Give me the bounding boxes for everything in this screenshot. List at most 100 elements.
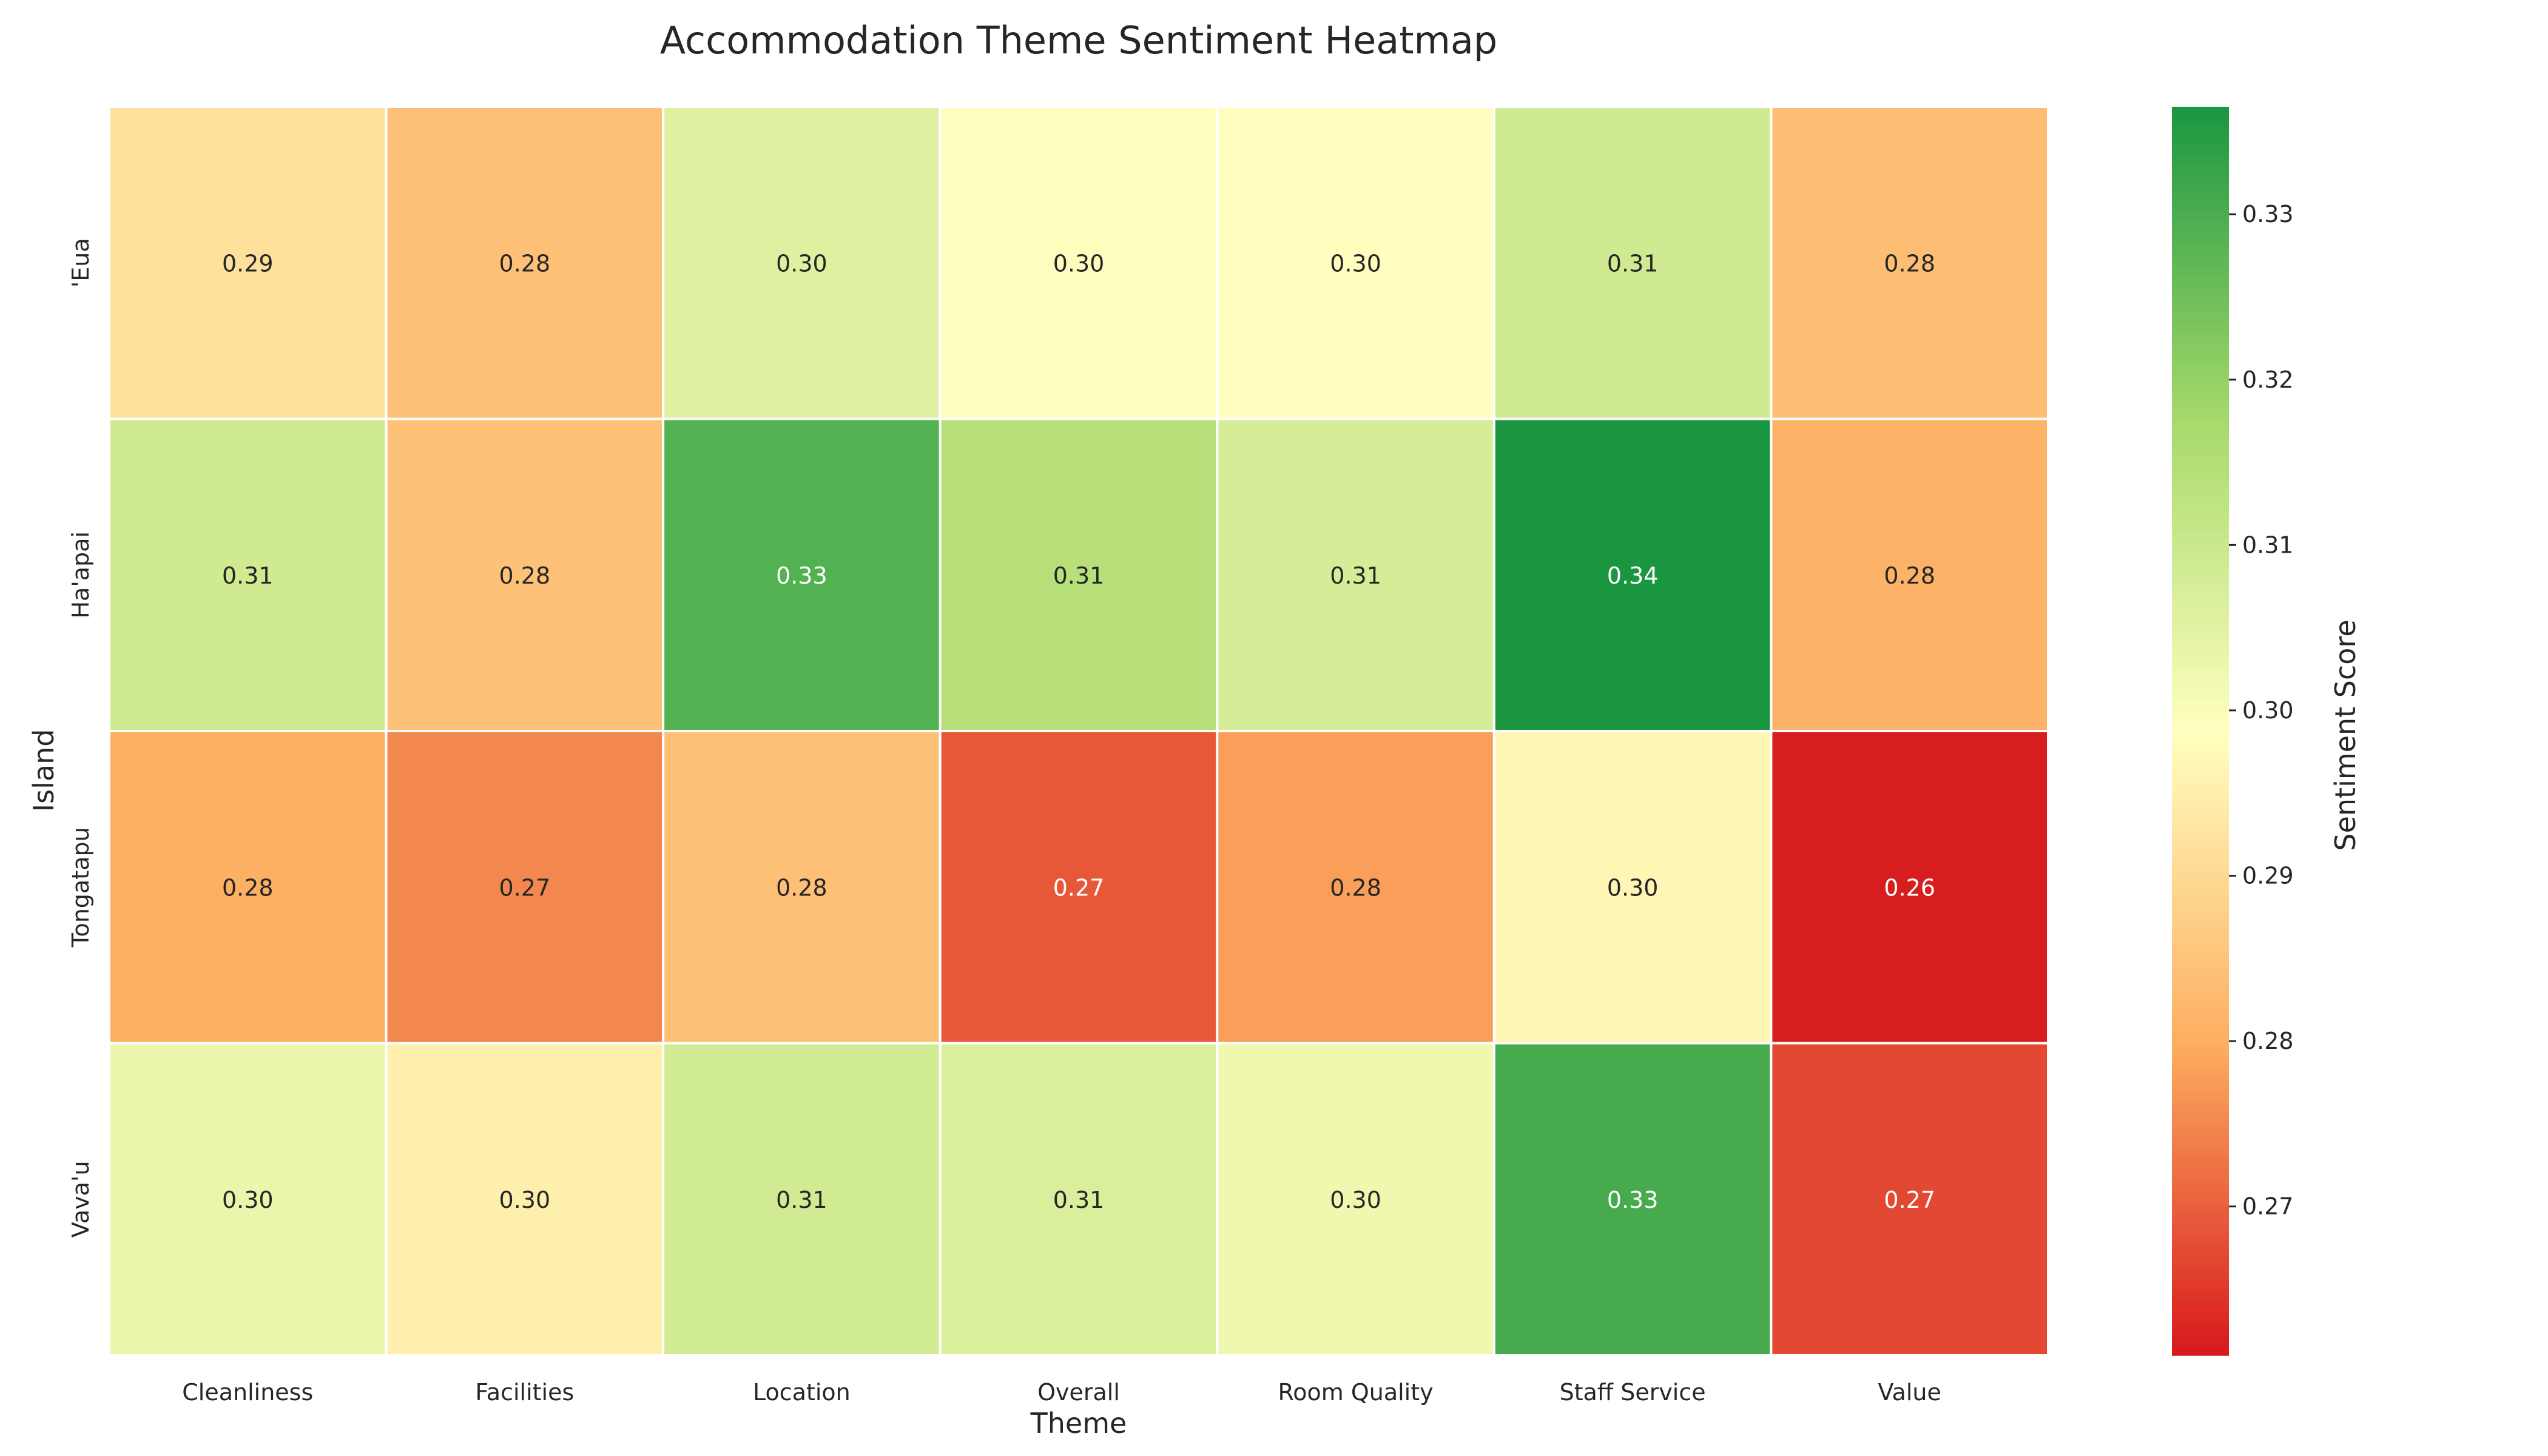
colorbar-segment — [2172, 812, 2229, 819]
heatmap-cell — [662, 106, 942, 420]
colorbar-segment — [2172, 1168, 2229, 1175]
colorbar-segment — [2172, 962, 2229, 969]
colorbar-segment — [2172, 1280, 2229, 1287]
y-tick-label: Tongatapu — [67, 827, 94, 948]
colorbar-segment — [2172, 200, 2229, 207]
colorbar-segment — [2172, 1124, 2229, 1131]
colorbar-segment — [2172, 899, 2229, 906]
colorbar-segment — [2172, 288, 2229, 295]
colorbar-segment — [2172, 1193, 2229, 1200]
colorbar-segment — [2172, 1074, 2229, 1082]
colorbar-segment — [2172, 269, 2229, 276]
colorbar-segment — [2172, 125, 2229, 132]
colorbar-segment — [2172, 599, 2229, 607]
colorbar-segment — [2172, 493, 2229, 501]
colorbar-segment — [2172, 238, 2229, 245]
heatmap-cell — [108, 417, 388, 732]
colorbar-segment — [2172, 1062, 2229, 1069]
colorbar-segment — [2172, 443, 2229, 451]
colorbar-segment — [2172, 1149, 2229, 1156]
colorbar-segment — [2172, 481, 2229, 488]
heatmap-cell — [1770, 417, 2049, 732]
colorbar-segment — [2172, 425, 2229, 432]
colorbar-segment — [2172, 150, 2229, 158]
cell-value-label: 0.30 — [1607, 874, 1659, 901]
colorbar: 0.27 0.28 0.29 0.30 0.31 0.32 0.33 — [2172, 107, 2294, 1356]
colorbar-segment — [2172, 275, 2229, 282]
cell-value-label: 0.26 — [1884, 874, 1935, 901]
colorbar-tick-label: 0.29 — [2242, 863, 2294, 889]
colorbar-segment — [2172, 369, 2229, 376]
colorbar-segment — [2172, 749, 2229, 757]
colorbar-segment — [2172, 375, 2229, 382]
colorbar-segment — [2172, 843, 2229, 851]
cell-value-label: 0.29 — [222, 250, 274, 277]
heatmap-cell — [662, 730, 942, 1045]
x-tick-label: Location — [753, 1379, 851, 1406]
cell-value-label: 0.31 — [1607, 250, 1659, 277]
colorbar-segment — [2172, 512, 2229, 519]
colorbar-segment — [2172, 525, 2229, 532]
colorbar-segment — [2172, 712, 2229, 720]
colorbar-segment — [2172, 437, 2229, 445]
colorbar-segment — [2172, 606, 2229, 613]
heatmap-cell — [1492, 417, 1773, 732]
colorbar-tick-label: 0.31 — [2242, 531, 2294, 558]
colorbar-segment — [2172, 144, 2229, 151]
colorbar-segment — [2172, 824, 2229, 832]
colorbar-segment — [2172, 1024, 2229, 1031]
colorbar-segment — [2172, 1267, 2229, 1275]
chart-title: Accommodation Theme Sentiment Heatmap — [660, 18, 1498, 62]
y-tick-label: Vava'u — [67, 1161, 94, 1238]
colorbar-segment — [2172, 263, 2229, 270]
cell-value-label: 0.27 — [499, 874, 551, 901]
colorbar-segment — [2172, 837, 2229, 844]
colorbar-segment — [2172, 1056, 2229, 1063]
colorbar-segment — [2172, 768, 2229, 775]
y-tick-labels: 'Eua Ha'apai Tongatapu Vava'u — [67, 238, 94, 1238]
y-tick-label: 'Eua — [67, 238, 94, 288]
colorbar-segment — [2172, 706, 2229, 713]
colorbar-segment — [2172, 949, 2229, 957]
x-tick-label: Cleanliness — [182, 1379, 313, 1406]
colorbar-segment — [2172, 675, 2229, 682]
cell-value-label: 0.30 — [1330, 250, 1381, 277]
colorbar-segment — [2172, 300, 2229, 308]
colorbar-segment — [2172, 331, 2229, 339]
colorbar-segment — [2172, 1330, 2229, 1337]
cell-value-label: 0.31 — [776, 1187, 827, 1213]
colorbar-segment — [2172, 943, 2229, 950]
colorbar-segment — [2172, 1099, 2229, 1107]
heatmap-cell — [1216, 730, 1495, 1045]
colorbar-segment — [2172, 893, 2229, 900]
cell-value-label: 0.31 — [1053, 562, 1105, 589]
colorbar-segment — [2172, 344, 2229, 351]
cell-value-label: 0.28 — [499, 562, 551, 589]
colorbar-segment — [2172, 999, 2229, 1006]
colorbar-segment — [2172, 194, 2229, 201]
colorbar-segment — [2172, 637, 2229, 644]
cell-value-label: 0.27 — [1884, 1187, 1935, 1213]
colorbar-segment — [2172, 1261, 2229, 1269]
colorbar-segment — [2172, 831, 2229, 838]
colorbar-label: Sentiment Score — [2329, 619, 2362, 851]
colorbar-segment — [2172, 724, 2229, 732]
cell-value-label: 0.31 — [1330, 562, 1381, 589]
colorbar-segment — [2172, 113, 2229, 120]
colorbar-segment — [2172, 1286, 2229, 1293]
colorbar-segment — [2172, 806, 2229, 813]
colorbar-segment — [2172, 1187, 2229, 1194]
colorbar-segment — [2172, 693, 2229, 701]
colorbar-segment — [2172, 312, 2229, 320]
colorbar-segment — [2172, 662, 2229, 669]
colorbar-segment — [2172, 181, 2229, 189]
colorbar-segment — [2172, 544, 2229, 551]
colorbar-segment — [2172, 475, 2229, 482]
colorbar-segment — [2172, 793, 2229, 800]
heatmap-cell — [108, 106, 388, 420]
colorbar-segment — [2172, 250, 2229, 257]
colorbar-segment — [2172, 531, 2229, 538]
colorbar-segment — [2172, 219, 2229, 226]
colorbar-segment — [2172, 337, 2229, 345]
colorbar-segment — [2172, 986, 2229, 994]
